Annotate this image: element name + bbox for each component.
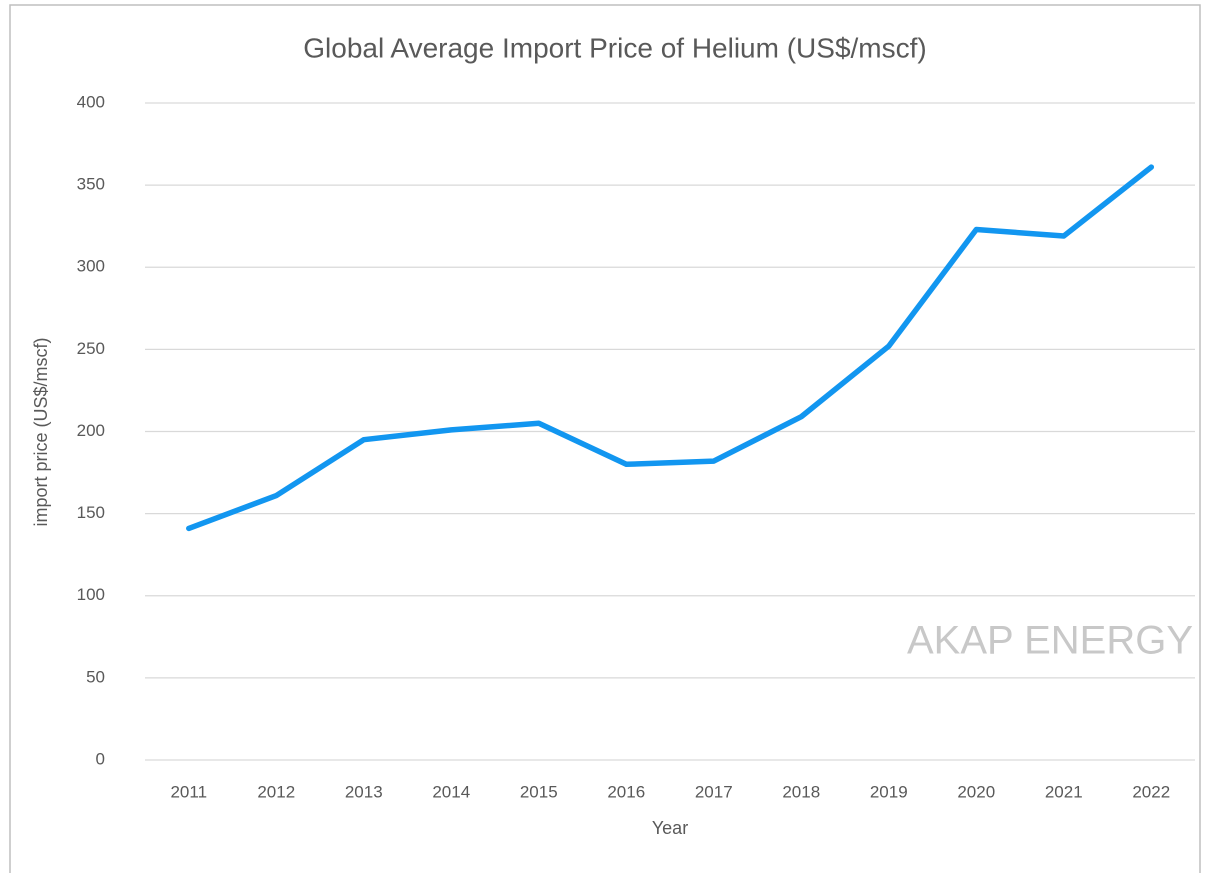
- x-tick-label: 2011: [170, 782, 207, 801]
- x-tick-label: 2016: [607, 782, 645, 801]
- y-tick-label: 200: [77, 421, 105, 440]
- x-tick-label: 2022: [1132, 782, 1170, 801]
- y-tick-label: 150: [77, 503, 105, 522]
- x-axis-label: Year: [652, 818, 688, 838]
- line: [186, 164, 1155, 532]
- x-tick-label: 2021: [1045, 782, 1083, 801]
- x-tick-label: 2019: [870, 782, 908, 801]
- y-axis-label: import price (US$/mscf): [31, 337, 51, 526]
- y-tick-label: 300: [77, 257, 105, 276]
- y-tick-label: 50: [86, 667, 105, 686]
- watermark: AKAP ENERGY: [907, 619, 1193, 663]
- y-tick-label: 400: [77, 92, 105, 111]
- x-tick-label: 2015: [520, 782, 558, 801]
- x-tick-label: 2013: [345, 782, 383, 801]
- x-tick-label: 2018: [782, 782, 820, 801]
- y-tick-label: 350: [77, 175, 105, 194]
- y-tick-label: 250: [77, 339, 105, 358]
- y-tick-label: 100: [77, 585, 105, 604]
- x-tick-label: 2014: [432, 782, 470, 801]
- chart-title: Global Average Import Price of Helium (U…: [303, 32, 926, 63]
- x-tick-label: 2020: [957, 782, 995, 801]
- y-tick-label: 0: [96, 749, 105, 768]
- chart-border: [9, 4, 1201, 873]
- x-tick-label: 2017: [695, 782, 733, 801]
- x-tick-label: 2012: [257, 782, 295, 801]
